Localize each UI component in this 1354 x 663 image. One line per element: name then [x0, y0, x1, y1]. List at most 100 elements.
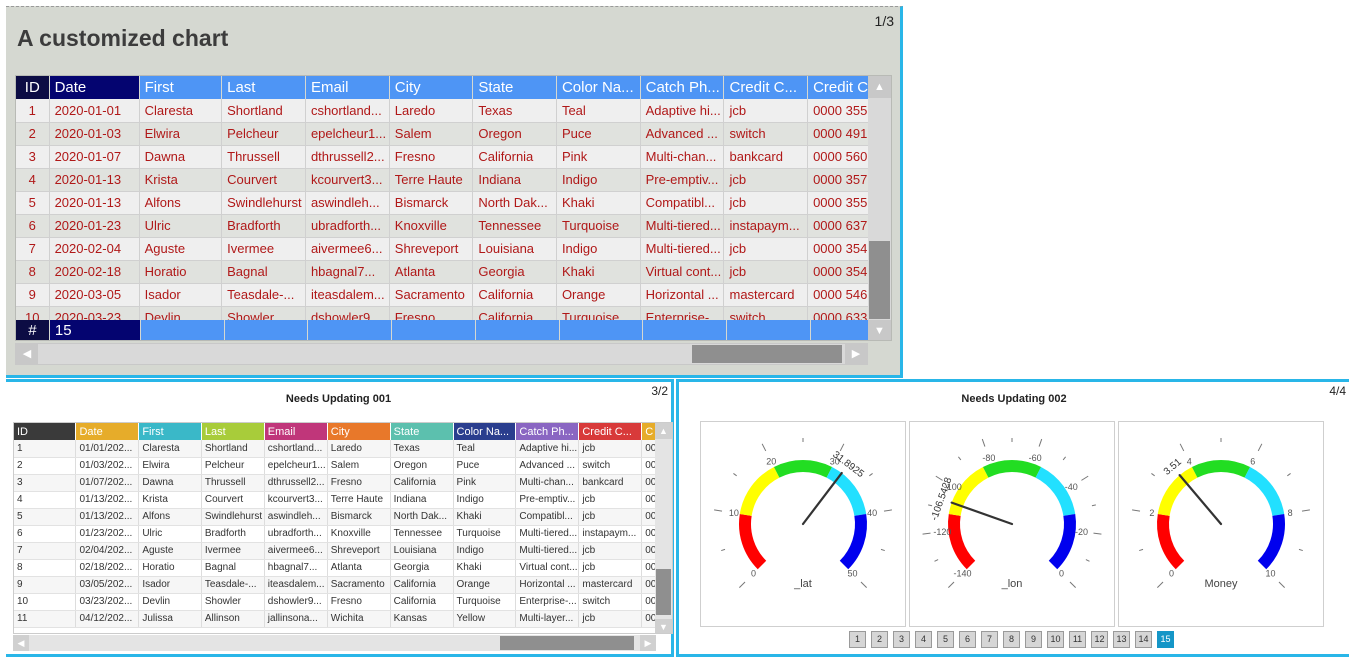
table-row[interactable]: 1 2020-01-01 Claresta Shortland cshortland..… — [16, 99, 891, 123]
column-header[interactable]: State — [390, 423, 454, 440]
column-header[interactable]: Last — [221, 76, 306, 99]
table-cell: 4 — [14, 491, 77, 509]
table-row[interactable]: 5 01/13/202... Alfons Swindlehurst aswindleh… — [14, 508, 672, 526]
column-header[interactable]: Credit C... — [723, 76, 809, 99]
horizontal-scrollbar[interactable]: ◀ ▶ — [15, 343, 868, 365]
table-row[interactable]: 8 02/18/202... Horatio Bagnal hbagnal7... Atl… — [14, 559, 672, 577]
table-cell: Terre Haute — [327, 491, 391, 509]
scroll-left-arrow-icon[interactable]: ◀ — [13, 635, 29, 651]
horizontal-scrollbar[interactable]: ◀ ▶ — [13, 635, 656, 651]
gauge-tick-label: -60 — [1029, 453, 1042, 463]
scroll-right-arrow-icon[interactable]: ▶ — [845, 344, 867, 364]
table-cell: Ulric — [138, 525, 202, 543]
column-header[interactable]: Catch Ph... — [640, 76, 725, 99]
column-header[interactable]: Email — [305, 76, 390, 99]
column-header[interactable]: State — [472, 76, 557, 99]
table-row[interactable]: 9 2020-03-05 Isador Teasdale-... iteasdalem.… — [16, 283, 891, 307]
scroll-up-arrow-icon[interactable]: ▲ — [655, 423, 672, 439]
vertical-scrollbar[interactable]: ▲ ▼ — [868, 76, 891, 340]
table-row[interactable]: 10 03/23/202... Devlin Showler dshowler9... F… — [14, 593, 672, 611]
gauge-label: _lat — [793, 578, 812, 590]
table-cell: 9 — [14, 576, 77, 594]
table-row[interactable]: 3 01/07/202... Dawna Thrussell dthrussell2..… — [14, 474, 672, 492]
table-row[interactable]: 2 01/03/202... Elwira Pelcheur epelcheur1...… — [14, 457, 672, 475]
vertical-scrollbar[interactable]: ▲ ▼ — [655, 423, 672, 633]
table-row[interactable]: 6 2020-01-23 Ulric Bradforth ubradforth... Kn… — [16, 214, 891, 238]
column-header[interactable]: Color Na... — [453, 423, 517, 440]
scroll-down-arrow-icon[interactable]: ▼ — [655, 619, 672, 633]
page-button-9[interactable]: 9 — [1025, 631, 1042, 648]
gauge-tick — [761, 443, 767, 452]
gauge-tick-label: 8 — [1288, 508, 1293, 518]
column-header[interactable]: First — [138, 423, 202, 440]
gauge-band — [839, 513, 867, 570]
scroll-up-arrow-icon[interactable]: ▲ — [868, 76, 891, 98]
scroll-right-arrow-icon[interactable]: ▶ — [640, 635, 656, 651]
table-cell: Shreveport — [327, 542, 391, 560]
table-row[interactable]: 7 02/04/202... Aguste Ivermee aivermee6... Sh… — [14, 542, 672, 560]
table-row[interactable]: 8 2020-02-18 Horatio Bagnal hbagnal7... Atlan… — [16, 260, 891, 284]
column-header[interactable]: First — [139, 76, 223, 99]
footer-cell — [727, 320, 812, 340]
table-row[interactable]: 6 01/23/202... Ulric Bradforth ubradforth...… — [14, 525, 672, 543]
table-row[interactable]: 3 2020-01-07 Dawna Thrussell dthrussell2... F… — [16, 145, 891, 169]
gauge-tick-label: 2 — [1149, 508, 1154, 518]
page-button-14[interactable]: 14 — [1135, 631, 1152, 648]
table-row[interactable]: 1 01/01/202... Claresta Shortland cshortland… — [14, 440, 672, 458]
page-button-2[interactable]: 2 — [871, 631, 888, 648]
table-cell: 2020-03-05 — [49, 283, 140, 307]
gauge-money: 0 2 4 6 8 10 Money 3.51 — [1118, 421, 1324, 627]
scroll-left-arrow-icon[interactable]: ◀ — [16, 344, 38, 364]
gauge-tick-label: 10 — [729, 508, 739, 518]
table-row[interactable]: 4 01/13/202... Krista Courvert kcourvert3...… — [14, 491, 672, 509]
page-button-12[interactable]: 12 — [1091, 631, 1108, 648]
gauge-tick — [948, 581, 955, 588]
page-button-8[interactable]: 8 — [1003, 631, 1020, 648]
page-button-1[interactable]: 1 — [849, 631, 866, 648]
footer-cell — [140, 320, 225, 340]
scroll-thumb[interactable] — [692, 345, 842, 363]
page-button-13[interactable]: 13 — [1113, 631, 1130, 648]
gauge-band — [1257, 513, 1285, 570]
table-cell: Enterprise-... — [515, 593, 580, 611]
table-row[interactable]: 4 2020-01-13 Krista Courvert kcourvert3... Te… — [16, 168, 891, 192]
table-cell: 01/13/202... — [75, 508, 140, 526]
column-header[interactable]: City — [327, 423, 391, 440]
column-header[interactable]: ID — [16, 76, 50, 99]
page-button-5[interactable]: 5 — [937, 631, 954, 648]
table-row[interactable]: 11 04/12/202... Julissa Allinson jallinsona.… — [14, 610, 672, 628]
table-cell: Bismarck — [327, 508, 391, 526]
column-header[interactable]: Email — [264, 423, 328, 440]
table-row[interactable]: 5 2020-01-13 Alfons Swindlehurst aswindleh..… — [16, 191, 891, 215]
page-button-3[interactable]: 3 — [893, 631, 910, 648]
scroll-thumb[interactable] — [500, 636, 634, 650]
page-button-4[interactable]: 4 — [915, 631, 932, 648]
table-cell: Alfons — [139, 191, 223, 215]
page-button-6[interactable]: 6 — [959, 631, 976, 648]
page-button-7[interactable]: 7 — [981, 631, 998, 648]
table-cell: 04/12/202... — [75, 610, 140, 628]
page-button-11[interactable]: 11 — [1069, 631, 1086, 648]
page-button-10[interactable]: 10 — [1047, 631, 1064, 648]
table-cell: Ivermee — [201, 542, 265, 560]
table-cell: Teasdale-... — [201, 576, 265, 594]
column-header[interactable]: Color Na... — [556, 76, 641, 99]
scroll-thumb[interactable] — [869, 241, 890, 319]
gauge-tick-label: -80 — [982, 453, 995, 463]
table-row[interactable]: 9 03/05/202... Isador Teasdale-... iteasdale… — [14, 576, 672, 594]
table-row[interactable]: 7 2020-02-04 Aguste Ivermee aivermee6... Shre… — [16, 237, 891, 261]
column-header[interactable]: Last — [201, 423, 265, 440]
table-cell: kcourvert3... — [305, 168, 390, 192]
column-header[interactable]: City — [389, 76, 474, 99]
column-header[interactable]: Catch Ph... — [515, 423, 580, 440]
scroll-thumb[interactable] — [656, 569, 671, 615]
column-header[interactable]: Credit C... — [578, 423, 643, 440]
table-row[interactable]: 2 2020-01-03 Elwira Pelcheur epelcheur1... Sa… — [16, 122, 891, 146]
column-header[interactable]: ID — [14, 423, 77, 440]
page-button-15[interactable]: 15 — [1157, 631, 1174, 648]
gauge-tick — [860, 581, 867, 588]
column-header[interactable]: Date — [75, 423, 140, 440]
table-cell: Fresno — [327, 474, 391, 492]
column-header[interactable]: Date — [49, 76, 140, 99]
scroll-down-arrow-icon[interactable]: ▼ — [868, 320, 891, 340]
